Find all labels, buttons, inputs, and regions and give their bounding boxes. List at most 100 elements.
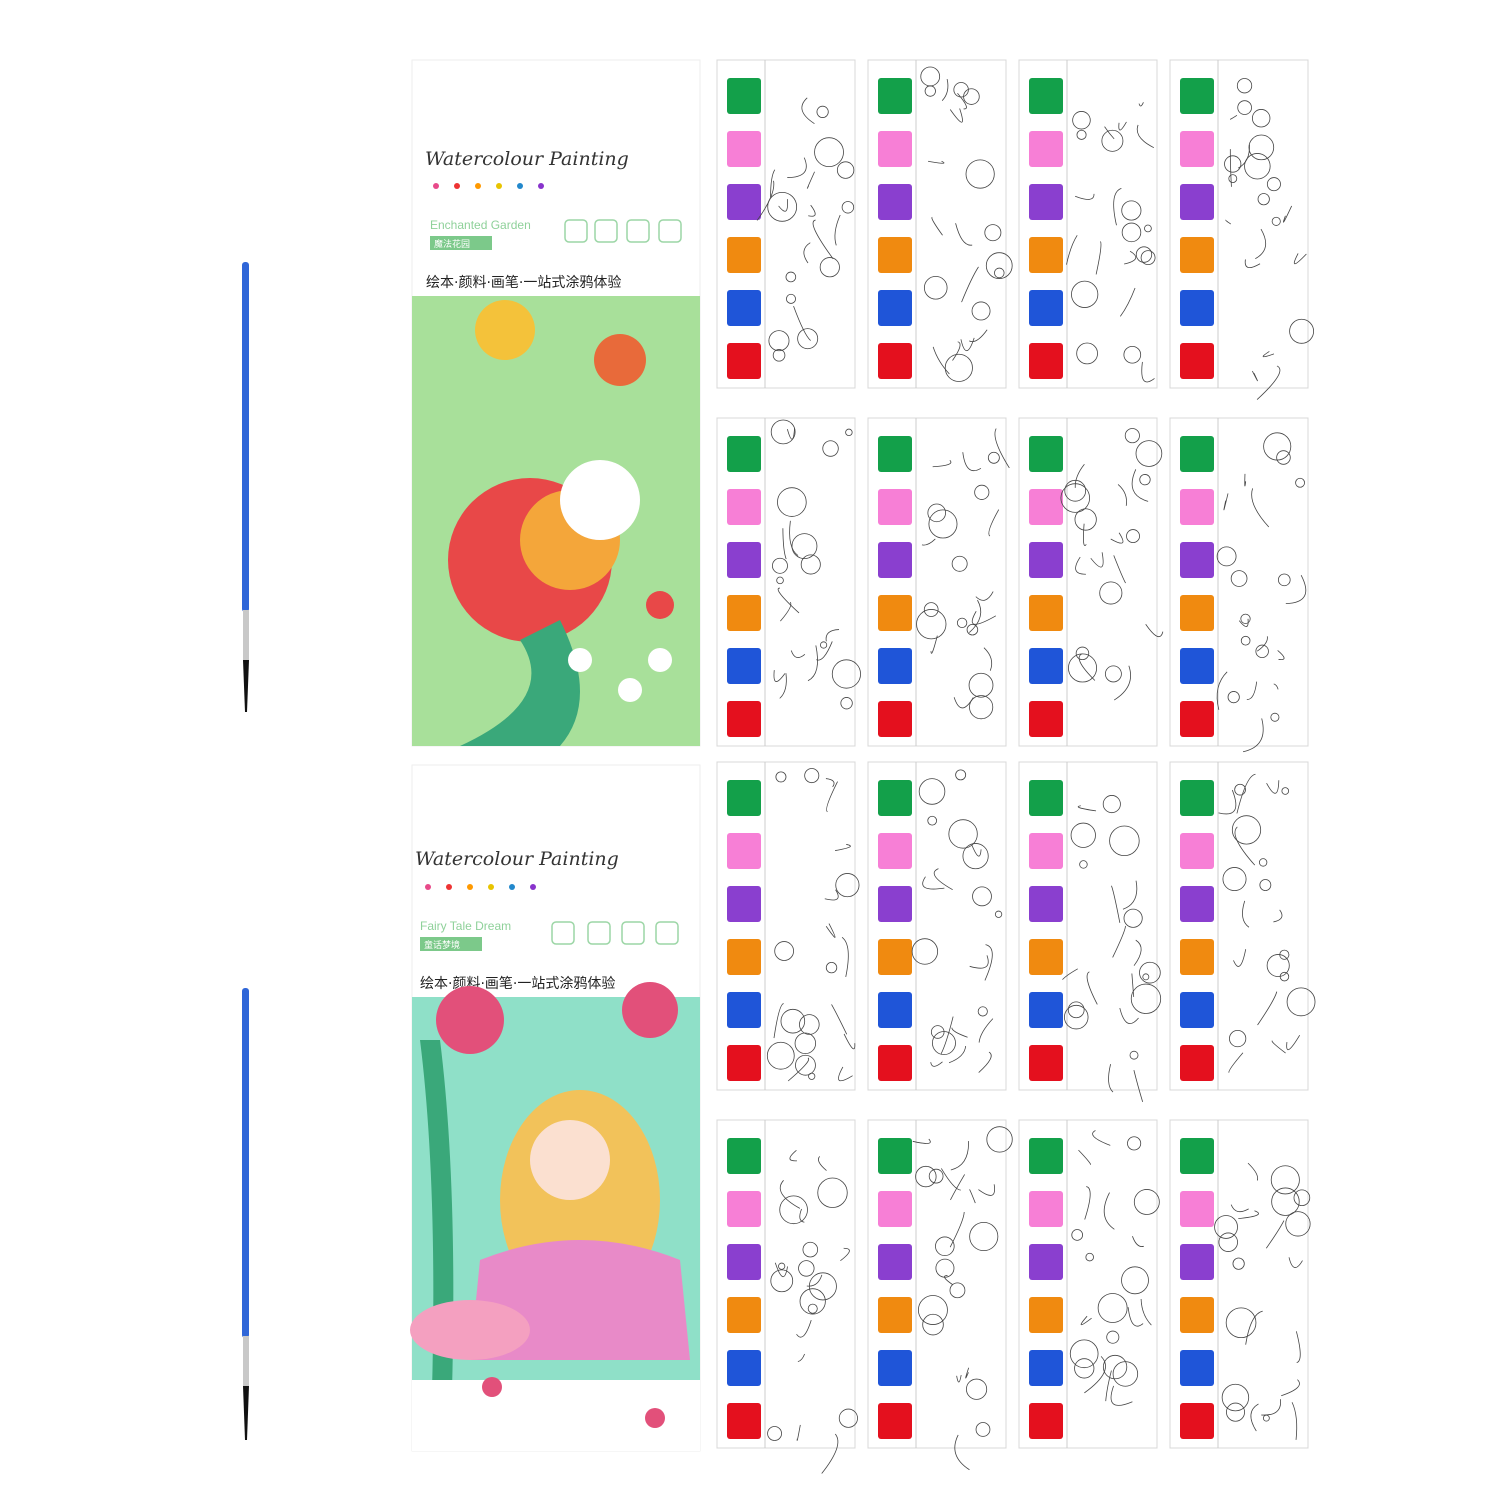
- art-stroke: [923, 276, 948, 300]
- art-stroke: [994, 428, 1010, 469]
- art-stroke: [1133, 1070, 1144, 1102]
- art-stroke: [965, 159, 995, 189]
- art-stroke: [1084, 1356, 1106, 1394]
- art-stroke: [770, 169, 776, 198]
- art-stroke: [931, 216, 943, 236]
- art-stroke: [835, 873, 860, 898]
- art-stroke: [1270, 712, 1280, 722]
- art-stroke: [1077, 805, 1097, 812]
- art-stroke: [779, 1180, 801, 1209]
- art-stroke: [1244, 259, 1261, 269]
- art-stroke: [787, 1057, 810, 1082]
- art-stroke: [1067, 1001, 1085, 1019]
- art-stroke: [824, 889, 839, 901]
- cover: Watercolour Painting Fairy Tale Dream 童话…: [410, 764, 701, 1452]
- art-stroke: [825, 961, 838, 974]
- art-stroke: [1135, 440, 1163, 467]
- art-stroke: [922, 1313, 944, 1336]
- cover-title: Watercolour Painting: [425, 148, 629, 170]
- art-stroke: [1078, 653, 1096, 681]
- art-stroke: [1141, 361, 1155, 383]
- art-stroke: [790, 650, 806, 658]
- art-stroke: [768, 330, 790, 352]
- paint-swatch: [1029, 648, 1063, 684]
- art-stroke: [778, 1262, 786, 1270]
- art-stroke: [1251, 109, 1271, 128]
- art-stroke: [1139, 961, 1161, 984]
- art-stroke: [969, 329, 988, 342]
- art-stroke: [782, 528, 787, 560]
- art-stroke: [1285, 575, 1307, 605]
- paint-swatch: [1029, 184, 1063, 220]
- art-stroke: [955, 769, 967, 781]
- bookmark-card: [716, 761, 856, 1091]
- line-art: [756, 97, 855, 362]
- paint-swatch: [878, 542, 912, 578]
- paint-swatch: [1029, 290, 1063, 326]
- art-stroke: [817, 1177, 848, 1208]
- art-stroke: [818, 1156, 827, 1171]
- art-stroke: [924, 85, 936, 97]
- brush: [242, 988, 249, 1440]
- paint-swatch: [727, 542, 761, 578]
- art-stroke: [826, 781, 838, 813]
- art-stroke: [1140, 1299, 1152, 1326]
- bookmark: [1018, 1119, 1160, 1449]
- bookmark: [716, 59, 856, 389]
- bookmark-card: [1018, 761, 1158, 1091]
- art-stroke: [1127, 1307, 1144, 1327]
- art-stroke: [1103, 1192, 1115, 1230]
- paint-swatch: [1029, 1045, 1063, 1081]
- paint-swatch: [878, 1138, 912, 1174]
- art-stroke: [1068, 653, 1098, 683]
- art-stroke: [963, 88, 980, 105]
- bookmark-card: [1169, 1119, 1309, 1449]
- art-stroke: [1123, 345, 1142, 364]
- art-stroke: [776, 576, 784, 585]
- art-stroke: [1092, 1130, 1111, 1146]
- paint-swatch: [727, 131, 761, 167]
- paint-swatch: [727, 648, 761, 684]
- art-stroke: [1225, 1307, 1257, 1339]
- art-stroke: [975, 1422, 991, 1437]
- art-stroke: [1113, 187, 1122, 226]
- art-stroke: [785, 271, 797, 283]
- art-stroke: [797, 328, 819, 350]
- art-stroke: [1228, 174, 1238, 183]
- art-stroke: [994, 267, 1005, 279]
- art-stroke: [1079, 860, 1088, 869]
- art-stroke: [1257, 991, 1278, 1026]
- art-stroke: [1074, 463, 1085, 488]
- paint-swatch: [727, 237, 761, 273]
- art-stroke: [800, 554, 821, 575]
- art-stroke: [1131, 469, 1149, 502]
- bookmark: [867, 761, 1007, 1091]
- bookmark: [867, 417, 1010, 747]
- art-stroke: [773, 1003, 784, 1039]
- art-stroke: [772, 349, 786, 362]
- art-stroke: [1271, 1187, 1300, 1216]
- art-stroke: [1062, 968, 1078, 980]
- art-stroke: [806, 171, 815, 189]
- cover-tagline: 绘本·颜料·画笔·一站式涂鸦体验: [426, 274, 621, 291]
- art-stroke: [1229, 1029, 1247, 1048]
- art-stroke: [949, 108, 963, 123]
- art-stroke: [955, 223, 973, 246]
- art-stroke: [816, 105, 829, 118]
- paint-swatch: [1029, 833, 1063, 869]
- art-stroke: [1106, 1330, 1120, 1344]
- paint-swatch: [878, 992, 912, 1028]
- art-stroke: [1223, 493, 1229, 511]
- art-stroke: [1231, 815, 1262, 845]
- art-stroke: [956, 617, 968, 629]
- art-stroke: [1085, 1252, 1094, 1262]
- art-stroke: [1124, 428, 1140, 444]
- art-stroke: [1218, 789, 1237, 815]
- art-stroke: [969, 1221, 999, 1252]
- paint-swatch: [1029, 1350, 1063, 1386]
- art-stroke: [968, 672, 994, 698]
- art-stroke: [978, 1051, 992, 1073]
- art-stroke: [1222, 867, 1247, 892]
- art-stroke: [825, 923, 836, 938]
- art-stroke: [1281, 787, 1290, 795]
